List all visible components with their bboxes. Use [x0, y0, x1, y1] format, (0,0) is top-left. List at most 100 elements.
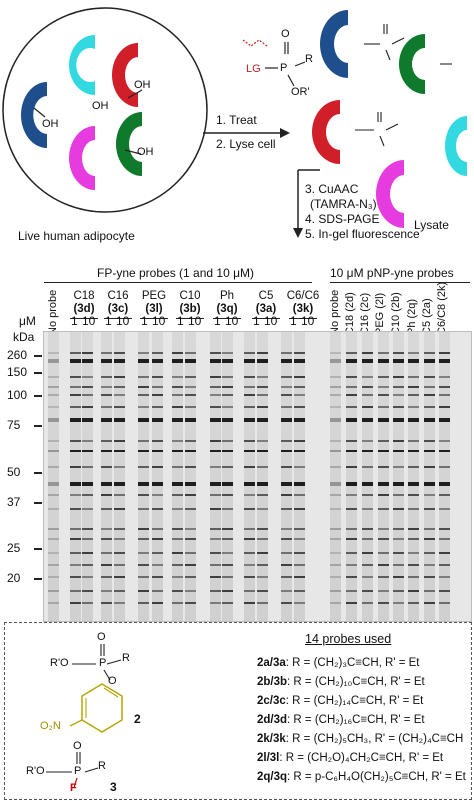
gel-band: [408, 602, 419, 604]
gel-band: [294, 376, 305, 378]
gel-band: [378, 376, 389, 378]
gel-band: [222, 466, 233, 468]
probe-def-5: : R = (CH₂O)₄CH₂C≡CH, R' = Et: [279, 752, 444, 764]
gel-band: [330, 466, 341, 468]
gel-band: [70, 418, 81, 422]
gel-band: [82, 386, 93, 388]
gel-band: [294, 406, 305, 408]
group-id-4: (3q): [216, 303, 238, 315]
marker-tick-3: [34, 425, 42, 427]
group-rule-6: [289, 318, 317, 319]
gel-lane-13: [281, 332, 292, 621]
gel-band: [185, 576, 196, 578]
probe-def-4: : R = (CH₂)₅CH₃, R' = (CH₂)₄C≡CH: [285, 733, 464, 745]
gel-band: [101, 406, 112, 408]
gel-band: [244, 376, 255, 378]
gel-band: [439, 394, 450, 396]
gel-band: [244, 564, 255, 566]
gel-band: [48, 466, 59, 468]
probe-id-6: 2q/3q: [257, 771, 288, 783]
gel-band: [281, 528, 292, 530]
gel-band: [82, 590, 93, 592]
c2-o-top: O: [97, 631, 106, 643]
gel-band: [185, 386, 196, 388]
gel-band: [439, 528, 450, 530]
gel-band: [114, 564, 125, 566]
gel-band: [138, 602, 149, 604]
gel-band: [114, 394, 125, 396]
gel-band: [48, 376, 59, 378]
gel-band: [82, 450, 93, 452]
group-rule-5: [252, 318, 280, 319]
marker-label-5: 37: [7, 495, 21, 509]
gel-band: [330, 552, 341, 554]
probe-o-top: O: [281, 28, 290, 40]
gel-band: [408, 590, 419, 592]
conc-10-3: 10: [188, 314, 202, 328]
right-lane-label-3: PEG (2l): [374, 292, 386, 335]
gel-band: [346, 602, 357, 604]
gel-band: [346, 528, 357, 530]
gel-band: [48, 418, 59, 422]
gel-band: [346, 406, 357, 408]
gel-band: [330, 538, 341, 540]
gel-band: [70, 602, 81, 604]
gel-band: [114, 352, 125, 354]
gel-band: [346, 394, 357, 396]
gel-band: [82, 508, 93, 510]
gel-band: [114, 406, 125, 408]
gel-band: [408, 552, 419, 554]
gel-band: [244, 538, 255, 540]
probe-lg: LG: [246, 63, 261, 75]
gel-band: [70, 564, 81, 566]
gel-lane-11: [244, 332, 255, 621]
gel-band: [244, 450, 255, 452]
gel-band: [70, 482, 81, 486]
gel-band: [185, 552, 196, 554]
gel-band: [185, 466, 196, 468]
gel-band: [244, 508, 255, 510]
gel-band: [185, 564, 196, 566]
step-3: 3. CuAAC: [305, 182, 359, 196]
gel-band: [101, 538, 112, 540]
gel-band: [114, 386, 125, 388]
group-name-1: C16: [107, 290, 129, 302]
gel-band: [222, 376, 233, 378]
gel-band: [257, 494, 268, 496]
gel-band: [152, 386, 163, 388]
gel-band: [138, 406, 149, 408]
gel-band: [138, 466, 149, 468]
c3-f: F: [70, 782, 77, 794]
gel-band: [408, 418, 419, 422]
gel-band: [152, 576, 163, 578]
gel-band: [210, 376, 221, 378]
gel-band: [424, 394, 435, 396]
gel-band: [172, 466, 183, 468]
gel-band: [362, 602, 373, 604]
gel-band: [424, 538, 435, 540]
gel-band: [346, 376, 357, 378]
gel-band: [294, 394, 305, 396]
gel-band: [362, 352, 373, 354]
c2-o2n: O₂N: [40, 720, 61, 732]
gel-band: [172, 590, 183, 592]
gel-band: [48, 394, 59, 396]
gel-band: [70, 406, 81, 408]
probe-id-4: 2k/3k: [257, 733, 286, 745]
compound-2-label: 2: [134, 712, 141, 726]
gel-band: [330, 418, 341, 422]
gel-band: [152, 359, 163, 363]
marker-tick-1: [34, 372, 42, 374]
group-rule-4: [213, 318, 241, 319]
gel-band: [257, 386, 268, 388]
gel-band: [48, 528, 59, 530]
gel-band: [378, 564, 389, 566]
gel-band: [257, 440, 268, 442]
gel-band: [210, 494, 221, 496]
gel-band: [378, 352, 389, 354]
right-lane-label-1: C18 (2d): [344, 292, 356, 335]
group-rule-0: [70, 318, 98, 319]
gel-band: [294, 450, 305, 452]
gel-band: [424, 440, 435, 442]
gel-band: [82, 552, 93, 554]
